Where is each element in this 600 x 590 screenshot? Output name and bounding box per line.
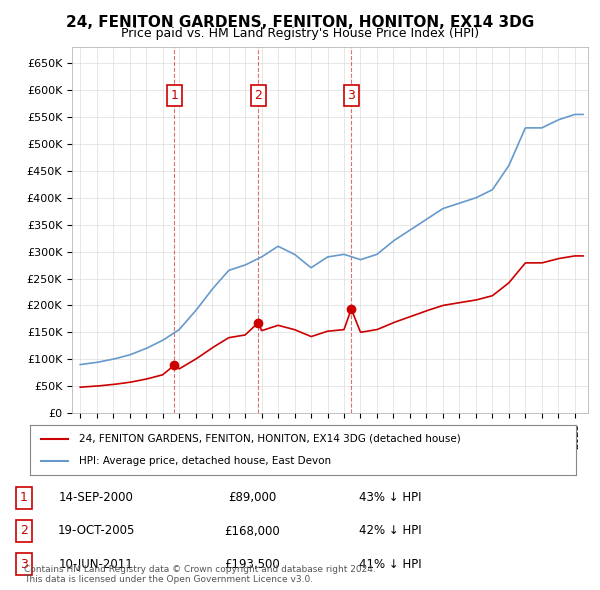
Text: Price paid vs. HM Land Registry's House Price Index (HPI): Price paid vs. HM Land Registry's House …	[121, 27, 479, 40]
Text: Contains HM Land Registry data © Crown copyright and database right 2024.
This d: Contains HM Land Registry data © Crown c…	[24, 565, 376, 584]
Text: 24, FENITON GARDENS, FENITON, HONITON, EX14 3DG: 24, FENITON GARDENS, FENITON, HONITON, E…	[66, 15, 534, 30]
Text: £89,000: £89,000	[228, 491, 276, 504]
Text: 14-SEP-2000: 14-SEP-2000	[59, 491, 133, 504]
Text: 41% ↓ HPI: 41% ↓ HPI	[359, 558, 421, 571]
Text: 2: 2	[20, 525, 28, 537]
Text: £193,500: £193,500	[224, 558, 280, 571]
Text: 1: 1	[170, 89, 178, 102]
Text: 43% ↓ HPI: 43% ↓ HPI	[359, 491, 421, 504]
Text: 24, FENITON GARDENS, FENITON, HONITON, EX14 3DG (detached house): 24, FENITON GARDENS, FENITON, HONITON, E…	[79, 434, 461, 444]
Text: 19-OCT-2005: 19-OCT-2005	[58, 525, 134, 537]
Text: 1: 1	[20, 491, 28, 504]
Text: 2: 2	[254, 89, 262, 102]
Text: £168,000: £168,000	[224, 525, 280, 537]
Text: 3: 3	[347, 89, 355, 102]
Text: 10-JUN-2011: 10-JUN-2011	[59, 558, 133, 571]
Text: HPI: Average price, detached house, East Devon: HPI: Average price, detached house, East…	[79, 456, 331, 466]
Text: 3: 3	[20, 558, 28, 571]
Text: 42% ↓ HPI: 42% ↓ HPI	[359, 525, 421, 537]
